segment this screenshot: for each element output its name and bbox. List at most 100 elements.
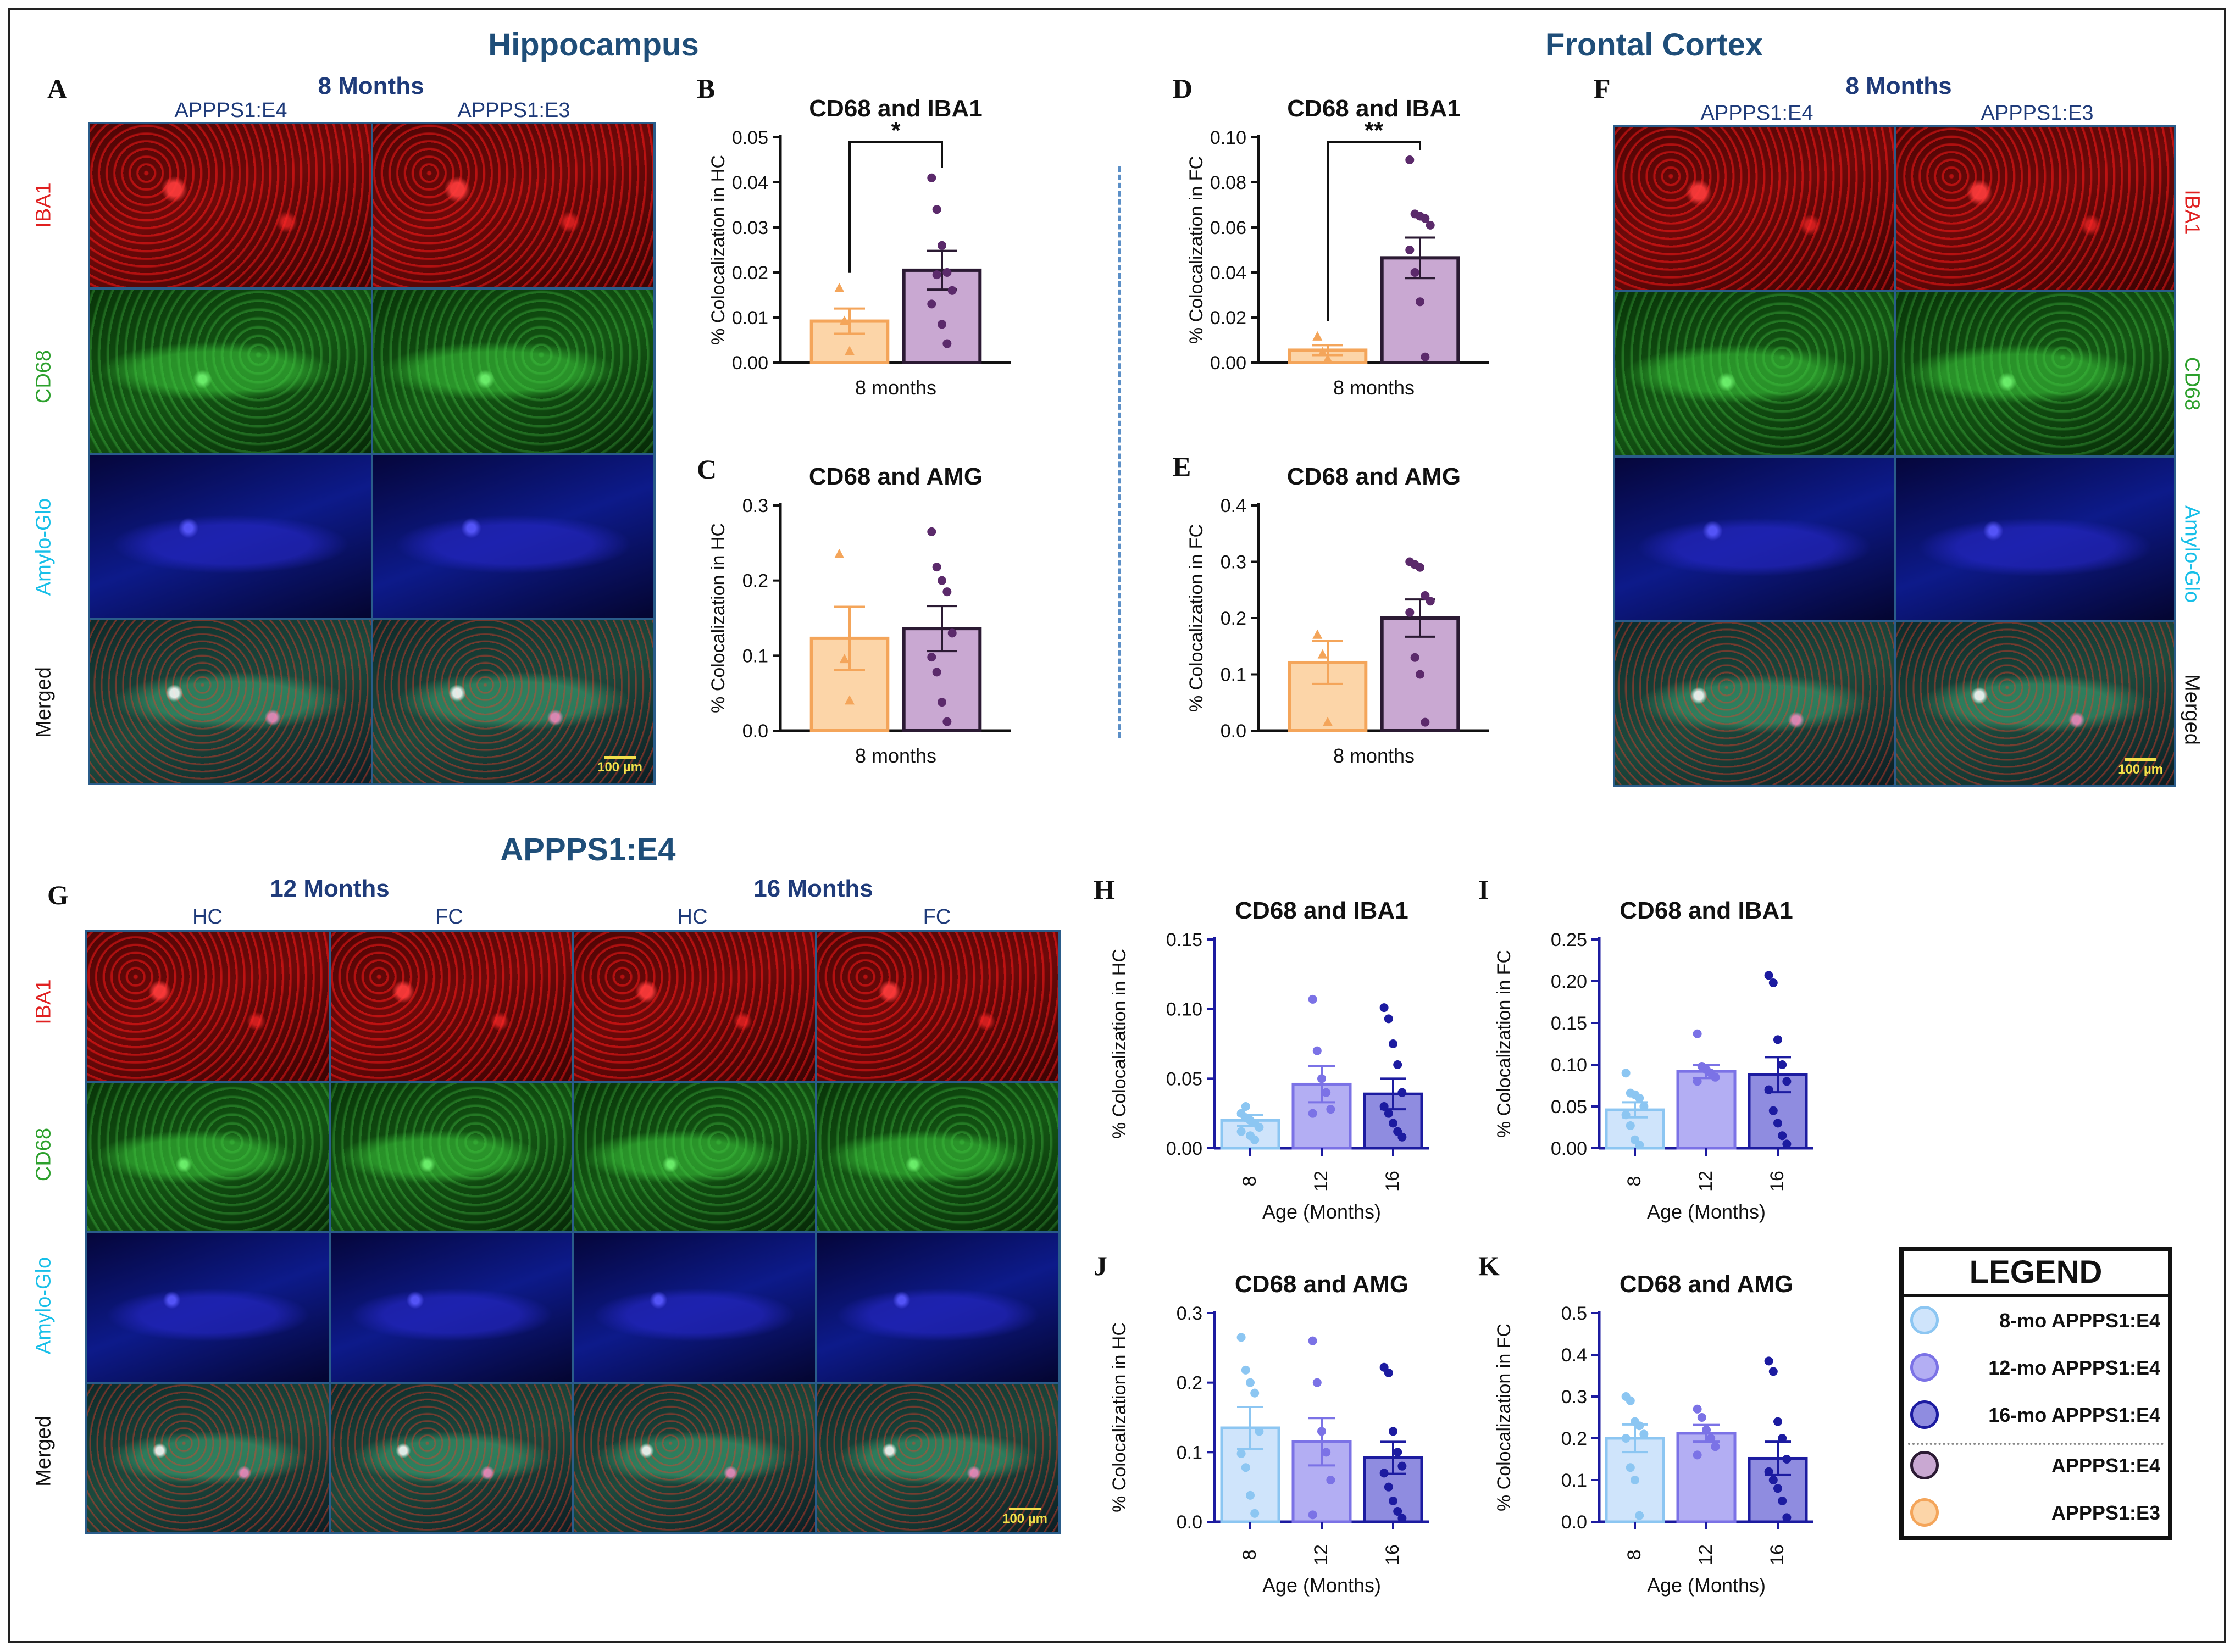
panel-g-age12-title: 12 Months xyxy=(270,875,390,902)
panel-a-e4-iba1-image xyxy=(90,124,371,287)
legend-swatch-12mo xyxy=(1910,1353,1939,1382)
chart-k-point-12mo-2 xyxy=(1702,1425,1711,1434)
panel-g-16fc-amg-image xyxy=(817,1233,1058,1382)
apppse4-title: APPPS1:E4 xyxy=(500,832,676,867)
chart-k-point-8mo-7 xyxy=(1631,1476,1639,1484)
chart-c-ytick-label-0: 0.0 xyxy=(742,721,768,742)
chart-e-ytick-label-2: 0.2 xyxy=(1221,608,1246,629)
legend-box: LEGEND 8-mo APPPS1:E4 12-mo APPPS1:E4 16… xyxy=(1899,1247,2172,1540)
chart-c-point-e4-5 xyxy=(927,653,936,662)
chart-e-point-e4-8 xyxy=(1421,717,1430,727)
chart-d-point-e3-2 xyxy=(1323,353,1333,363)
chart-h-point-16mo-5 xyxy=(1379,1102,1389,1111)
chart-j-point-16mo-6 xyxy=(1384,1482,1393,1492)
chart-h-point-8mo-5 xyxy=(1236,1127,1246,1136)
panel-g-age16-title: 16 Months xyxy=(753,875,873,902)
panel-f-age-title: 8 Months xyxy=(1845,73,1952,99)
chart-k-point-12mo-3 xyxy=(1706,1434,1716,1443)
chart-c-ytick-label-3: 0.3 xyxy=(742,496,768,516)
chart-j-point-8mo-8 xyxy=(1250,1509,1260,1518)
chart-c-point-e4-1 xyxy=(932,563,941,572)
chart-j-point-12mo-3 xyxy=(1322,1448,1331,1457)
panel-a-micrograph-grid: 100 µm xyxy=(88,122,656,785)
chart-b-point-e3-0 xyxy=(834,282,845,292)
chart-h-point-8mo-4 xyxy=(1255,1123,1264,1132)
panel-f-row-merged: Merged xyxy=(2180,674,2204,745)
chart-k-title: CD68 and AMG xyxy=(1620,1271,1793,1298)
chart-b-ytick-label-4: 0.04 xyxy=(732,173,768,193)
chart-j-point-16mo-7 xyxy=(1389,1497,1397,1505)
chart-j-point-12mo-2 xyxy=(1317,1427,1326,1436)
chart-c-title: CD68 and AMG xyxy=(809,463,983,490)
chart-j-ytick-label-0: 0.0 xyxy=(1177,1512,1202,1533)
chart-b-point-e4-7 xyxy=(938,320,946,329)
panel-f-col-e4: APPPS1:E4 xyxy=(1700,102,1813,125)
chart-panel-h: CD68 and IBA1 % Colocalization in HC 0.00 0… xyxy=(1109,897,1429,1223)
legend-item-e3: APPPS1:E3 xyxy=(1904,1494,2168,1532)
chart-h-point-16mo-0 xyxy=(1379,1003,1389,1013)
chart-e-ytick-label-1: 0.1 xyxy=(1221,665,1246,686)
hippocampus-title: Hippocampus xyxy=(488,27,699,63)
chart-b-title: CD68 and IBA1 xyxy=(809,95,982,122)
chart-i-point-16mo-1 xyxy=(1768,978,1778,988)
panel-f-e3-cd68-image xyxy=(1895,292,2174,455)
chart-i-point-16mo-2 xyxy=(1773,1035,1782,1044)
panel-a-e4-amg-image xyxy=(90,454,371,618)
chart-k-point-8mo-6 xyxy=(1626,1463,1635,1472)
panel-g-row-cd68: CD68 xyxy=(32,1127,56,1182)
chart-e-point-e4-2 xyxy=(1416,563,1424,572)
chart-b-point-e4-0 xyxy=(927,173,936,182)
chart-k-point-8mo-3 xyxy=(1635,1421,1644,1431)
chart-c-point-e3-2 xyxy=(845,695,855,705)
panel-g-16fc-cd68-image xyxy=(817,1083,1058,1231)
chart-i-point-16mo-8 xyxy=(1778,1131,1787,1141)
chart-k-bar-12mo xyxy=(1676,1432,1737,1523)
chart-h-ytick-label-3: 0.15 xyxy=(1166,930,1202,950)
chart-i-ytick-label-2: 0.10 xyxy=(1551,1055,1587,1076)
panel-a-e3-merged-image: 100 µm xyxy=(373,620,653,783)
chart-k-point-8mo-4 xyxy=(1639,1429,1649,1439)
chart-j-point-12mo-5 xyxy=(1308,1510,1317,1520)
chart-e-point-e4-4 xyxy=(1426,597,1435,606)
chart-k-xtick-label-16mo: 16 xyxy=(1767,1544,1788,1565)
chart-d-ytick-label-5: 0.10 xyxy=(1210,127,1246,148)
panel-f-row-cd68: CD68 xyxy=(2180,357,2204,411)
legend-swatch-e4 xyxy=(1910,1451,1939,1479)
chart-i-xtick-label-16mo: 16 xyxy=(1767,1171,1788,1192)
chart-k-ytick-label-1: 0.1 xyxy=(1561,1470,1587,1491)
chart-h-point-8mo-6 xyxy=(1241,1102,1250,1111)
chart-i-point-12mo-0 xyxy=(1693,1029,1702,1038)
chart-i-point-16mo-0 xyxy=(1764,971,1773,980)
panel-f-row-amg: Amylo-Glo xyxy=(2180,505,2204,603)
chart-panel-k: CD68 and AMG % Colocalization in FC 0.0 0.1… xyxy=(1494,1271,1813,1597)
chart-d-significance-label: ** xyxy=(1365,117,1384,144)
panel-f-e3-iba1-image xyxy=(1895,127,2174,291)
panel-a-e3-iba1-image xyxy=(373,124,653,287)
chart-c-point-e4-8 xyxy=(942,717,952,726)
chart-k-point-16mo-3 xyxy=(1778,1434,1787,1443)
chart-panel-b: CD68 and IBA1 % Colocalization in HC0.00 0… xyxy=(708,95,1011,399)
chart-d-point-e3-1 xyxy=(1317,347,1328,357)
chart-j-point-16mo-5 xyxy=(1379,1469,1389,1478)
chart-c-xlabel: 8 months xyxy=(855,744,936,767)
legend-item-12mo: 12-mo APPPS1:E4 xyxy=(1904,1349,2168,1387)
panel-g-12fc-merged-image xyxy=(330,1384,572,1532)
chart-j-point-16mo-9 xyxy=(1397,1514,1407,1523)
panel-g-16fc-iba1-image xyxy=(817,932,1058,1081)
panel-letter-h: H xyxy=(1094,874,1115,905)
chart-k-xtick-label-8mo: 8 xyxy=(1624,1550,1645,1560)
chart-i-point-16mo-5 xyxy=(1764,1085,1773,1094)
chart-c-point-e4-2 xyxy=(938,576,946,585)
chart-j-ylabel: % Colocalization in HC xyxy=(1109,1322,1130,1512)
chart-d-point-e4-5 xyxy=(1405,246,1415,254)
chart-k-point-16mo-6 xyxy=(1768,1476,1778,1484)
panel-g-16hc-merged-image xyxy=(574,1384,816,1532)
chart-i-point-16mo-7 xyxy=(1773,1119,1782,1128)
chart-j-ytick-label-2: 0.2 xyxy=(1177,1373,1202,1394)
panel-a-row-cd68: CD68 xyxy=(32,349,56,404)
panel-f-e4-iba1-image xyxy=(1615,127,1894,291)
chart-c-point-e4-4 xyxy=(947,628,957,638)
chart-i-bar-12mo xyxy=(1676,1070,1737,1150)
chart-i-ylabel: % Colocalization in FC xyxy=(1494,950,1515,1138)
legend-label-e4: APPPS1:E4 xyxy=(2051,1454,2160,1477)
